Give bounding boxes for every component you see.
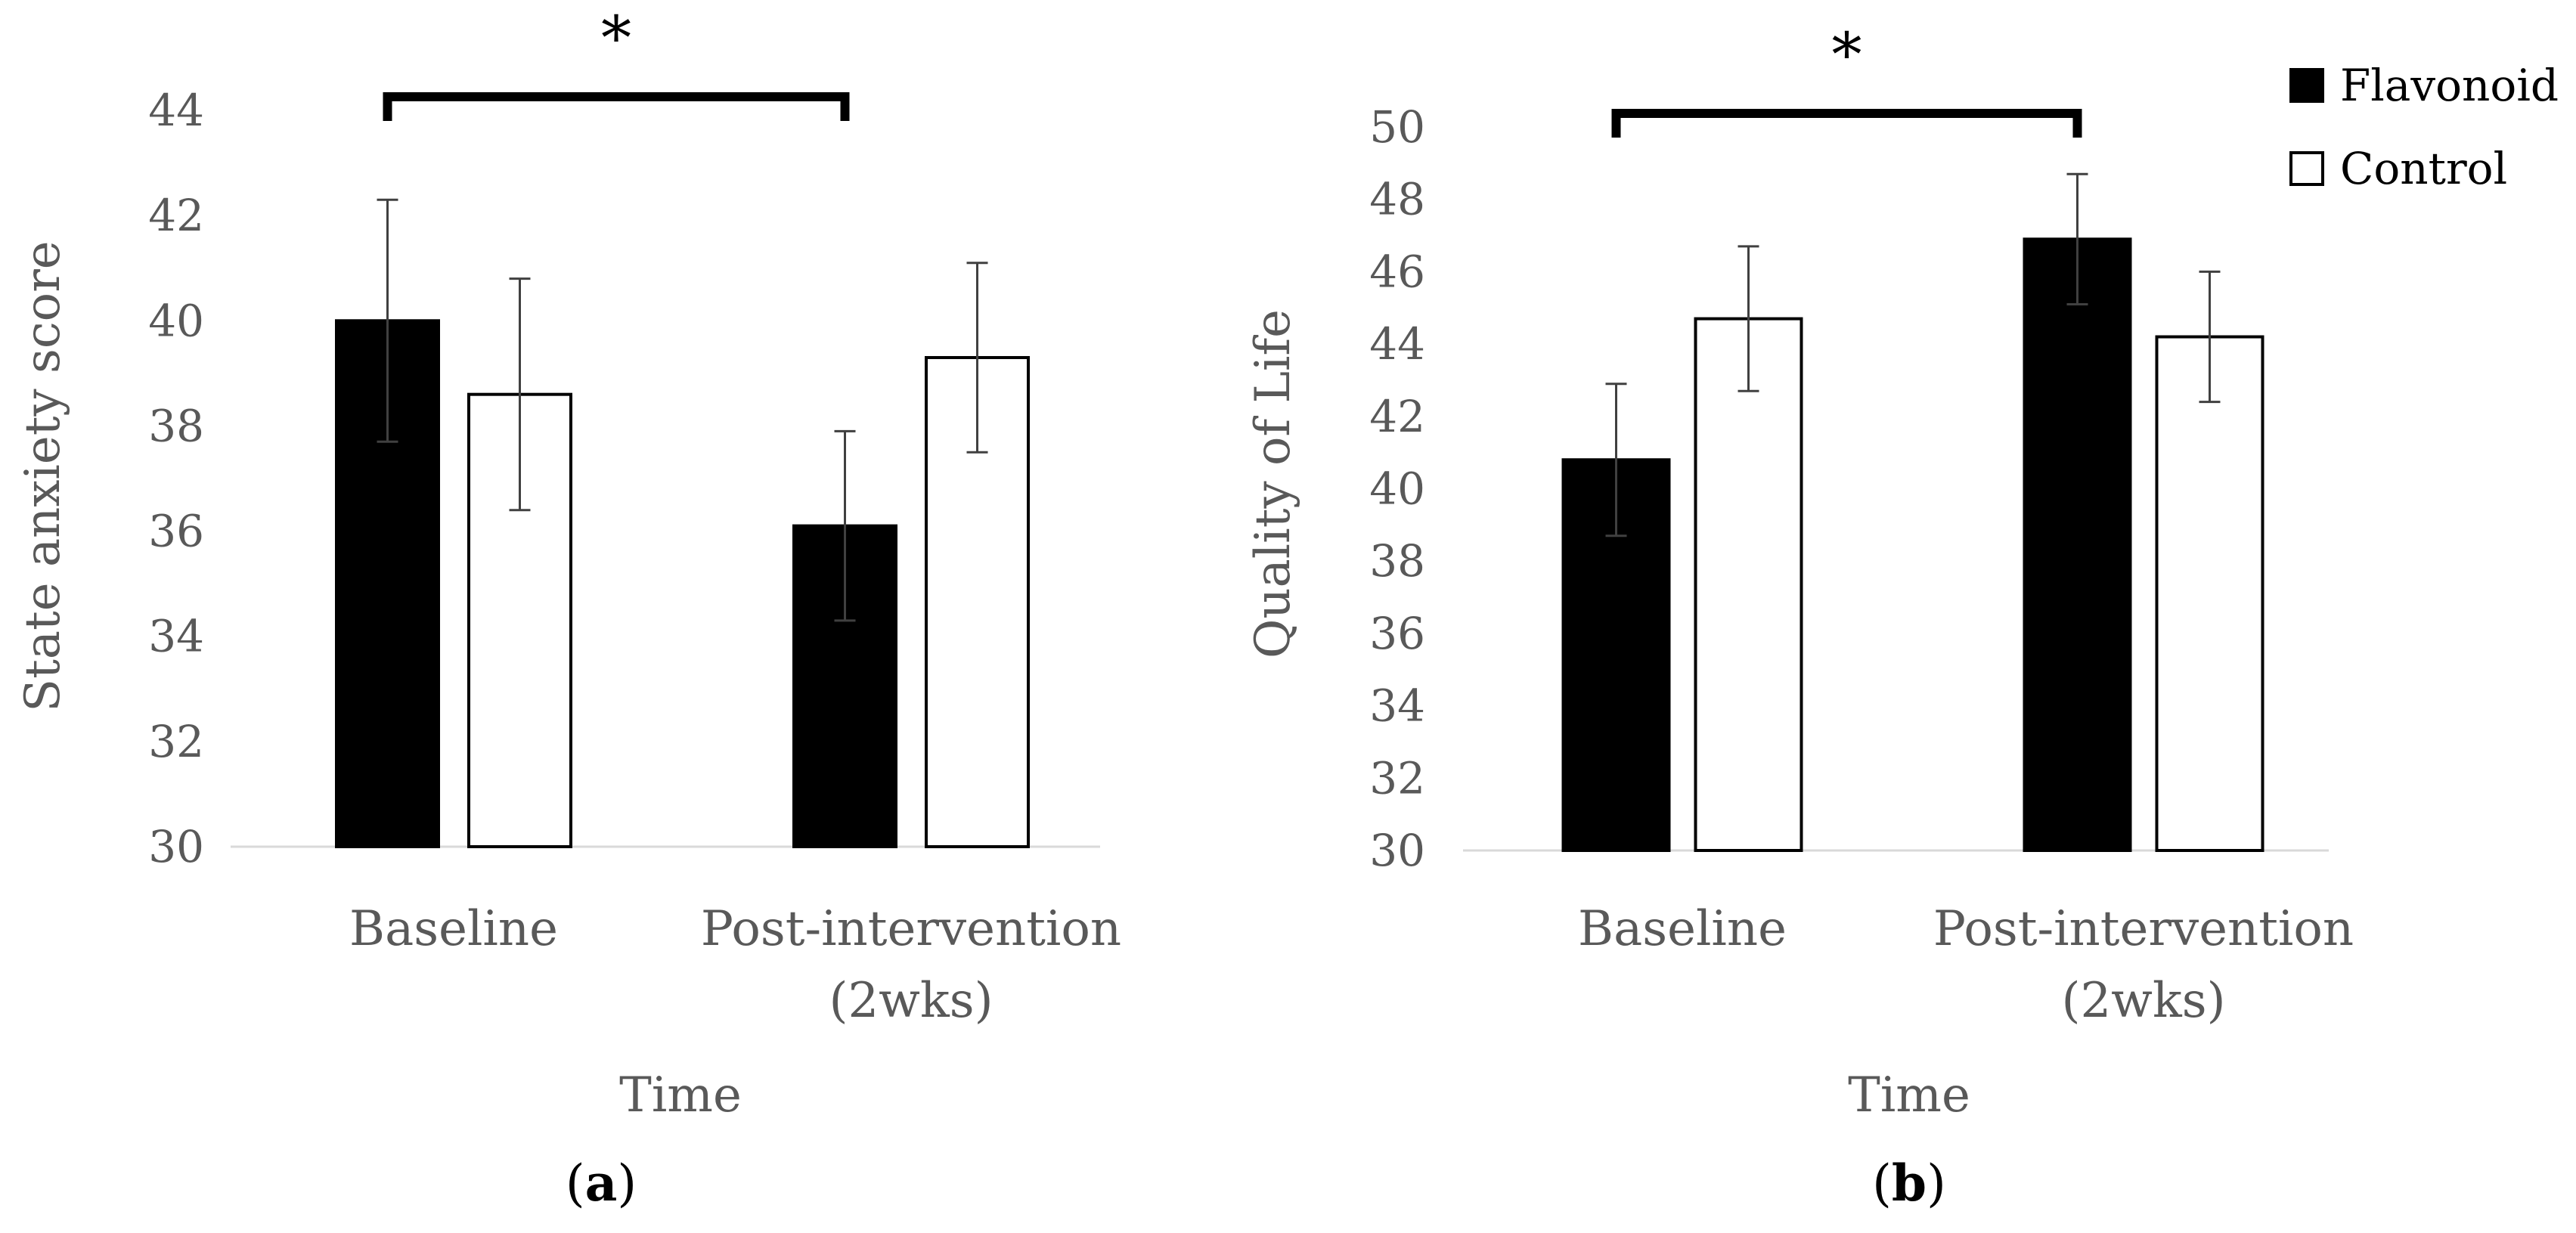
significance-bracket [1611, 109, 2082, 138]
y-tick-label: 42 [148, 190, 204, 241]
y-tick-label: 48 [1369, 174, 1425, 225]
category-label: Post-intervention [701, 901, 1121, 957]
y-tick-label: 46 [1369, 246, 1425, 297]
panel-label-open: ( [566, 1154, 585, 1213]
legend-swatch-control [2289, 151, 2324, 186]
panel-label: (a) [566, 1154, 637, 1213]
y-tick-label: 34 [148, 611, 204, 662]
significance-asterisk: * [1832, 20, 1862, 90]
y-tick-label: 40 [148, 295, 204, 346]
y-tick-label: 44 [1369, 318, 1425, 370]
panel-label-close: ) [617, 1154, 637, 1213]
legend-label-control: Control [2340, 143, 2507, 194]
y-axis-title: State anxiety score [15, 240, 71, 711]
y-tick-label: 50 [1369, 101, 1425, 153]
y-tick-label: 38 [1369, 535, 1425, 587]
category-label: (2wks) [2061, 973, 2225, 1029]
y-tick-label: 38 [148, 400, 204, 451]
y-tick-label: 34 [1369, 680, 1425, 732]
y-tick-label: 42 [1369, 391, 1425, 442]
panel-label: (b) [1872, 1154, 1946, 1213]
category-label: Baseline [349, 901, 558, 957]
y-axis-title: Quality of Life [1245, 309, 1301, 658]
legend-label-flavonoid: Flavonoid [2340, 60, 2559, 111]
panel-label-letter: b [1892, 1154, 1927, 1213]
x-axis-title: Time [1848, 1067, 1970, 1123]
panel-label-close: ) [1927, 1154, 1946, 1213]
chart-panel-b: 30 32 34 36 38 40 42 44 46 48 50 Baseline Post-inter… [1245, 20, 2559, 1213]
legend-swatch-flavonoid [2289, 68, 2324, 103]
significance-asterisk: * [601, 3, 631, 73]
y-tick-label: 40 [1369, 463, 1425, 515]
category-label: Baseline [1578, 901, 1787, 957]
chart-panel-a: 30 32 34 36 38 40 42 44 Baseline Post-interventio… [15, 3, 1121, 1213]
bar-control-baseline [1694, 317, 1803, 853]
y-tick-label: 36 [1369, 608, 1425, 659]
y-tick-label: 32 [148, 716, 204, 767]
category-label: (2wks) [829, 973, 993, 1029]
category-label: Post-intervention [1933, 901, 2354, 957]
panel-label-open: ( [1872, 1154, 1892, 1213]
y-tick-label: 44 [148, 85, 204, 136]
panel-label-letter: a [585, 1154, 618, 1213]
significance-bracket [383, 92, 850, 121]
bar-flavonoid-post [2023, 237, 2132, 852]
y-tick-label: 32 [1369, 752, 1425, 804]
legend: Flavonoid Control [2289, 60, 2559, 194]
y-tick-label: 36 [148, 506, 204, 557]
x-axis-title: Time [619, 1067, 742, 1123]
bar-control-post [2155, 335, 2264, 852]
y-tick-label: 30 [148, 821, 204, 872]
y-tick-label: 30 [1369, 825, 1425, 876]
